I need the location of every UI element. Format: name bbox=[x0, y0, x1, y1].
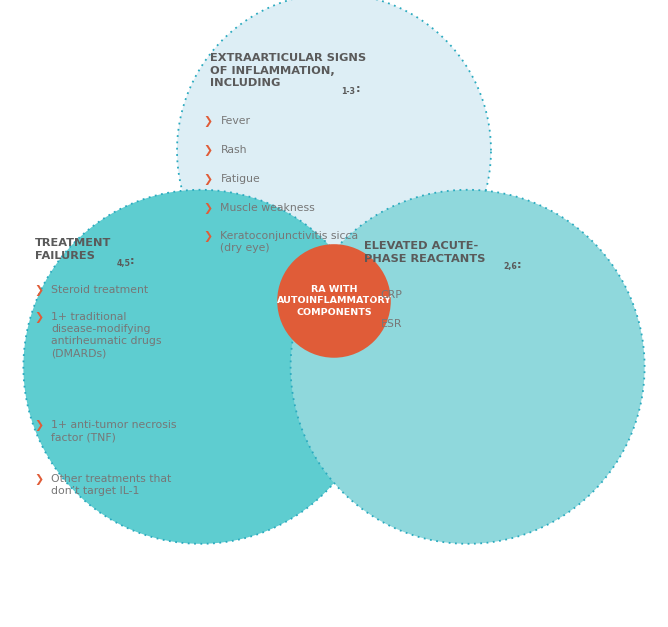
Text: RA WITH
AUTOINFLAMMATORY
COMPONENTS: RA WITH AUTOINFLAMMATORY COMPONENTS bbox=[277, 285, 391, 317]
Text: 1+ traditional
disease-modifying
antirheumatic drugs
(DMARDs): 1+ traditional disease-modifying antirhe… bbox=[51, 312, 162, 358]
Ellipse shape bbox=[291, 190, 645, 544]
Text: CRP: CRP bbox=[381, 290, 403, 300]
Text: ❯: ❯ bbox=[204, 145, 213, 156]
Text: Keratoconjunctivitis sicca
(dry eye): Keratoconjunctivitis sicca (dry eye) bbox=[220, 231, 359, 253]
Text: ❯: ❯ bbox=[204, 116, 213, 127]
Text: ❯: ❯ bbox=[364, 319, 373, 330]
Text: Rash: Rash bbox=[220, 145, 247, 155]
Text: ESR: ESR bbox=[381, 319, 402, 329]
Text: Fatigue: Fatigue bbox=[220, 174, 261, 184]
Text: ❯: ❯ bbox=[364, 290, 373, 301]
Text: 4,5: 4,5 bbox=[116, 259, 130, 268]
Text: ❯: ❯ bbox=[35, 285, 44, 297]
Ellipse shape bbox=[23, 190, 377, 544]
Text: :: : bbox=[130, 256, 134, 266]
Text: ELEVATED ACUTE-
PHASE REACTANTS: ELEVATED ACUTE- PHASE REACTANTS bbox=[364, 241, 486, 264]
Text: :: : bbox=[516, 260, 521, 270]
Text: Muscle weakness: Muscle weakness bbox=[220, 203, 315, 213]
Text: ❯: ❯ bbox=[35, 474, 44, 485]
Text: ❯: ❯ bbox=[204, 203, 213, 214]
Ellipse shape bbox=[277, 244, 391, 358]
Text: TREATMENT
FAILURES: TREATMENT FAILURES bbox=[35, 238, 111, 261]
Text: ❯: ❯ bbox=[204, 231, 213, 243]
Text: EXTRAARTICULAR SIGNS
OF INFLAMMATION,
INCLUDING: EXTRAARTICULAR SIGNS OF INFLAMMATION, IN… bbox=[210, 53, 367, 88]
Ellipse shape bbox=[177, 0, 491, 307]
Text: Other treatments that
don’t target IL-1: Other treatments that don’t target IL-1 bbox=[51, 474, 172, 496]
Text: 1-3: 1-3 bbox=[341, 87, 355, 95]
Text: ❯: ❯ bbox=[35, 420, 44, 431]
Text: Steroid treatment: Steroid treatment bbox=[51, 285, 148, 295]
Text: Fever: Fever bbox=[220, 116, 250, 126]
Text: :: : bbox=[355, 84, 360, 94]
Text: 1+ anti-tumor necrosis
factor (TNF): 1+ anti-tumor necrosis factor (TNF) bbox=[51, 420, 177, 442]
Text: 2,6: 2,6 bbox=[503, 262, 517, 271]
Text: ❯: ❯ bbox=[204, 174, 213, 185]
Text: ❯: ❯ bbox=[35, 312, 44, 324]
